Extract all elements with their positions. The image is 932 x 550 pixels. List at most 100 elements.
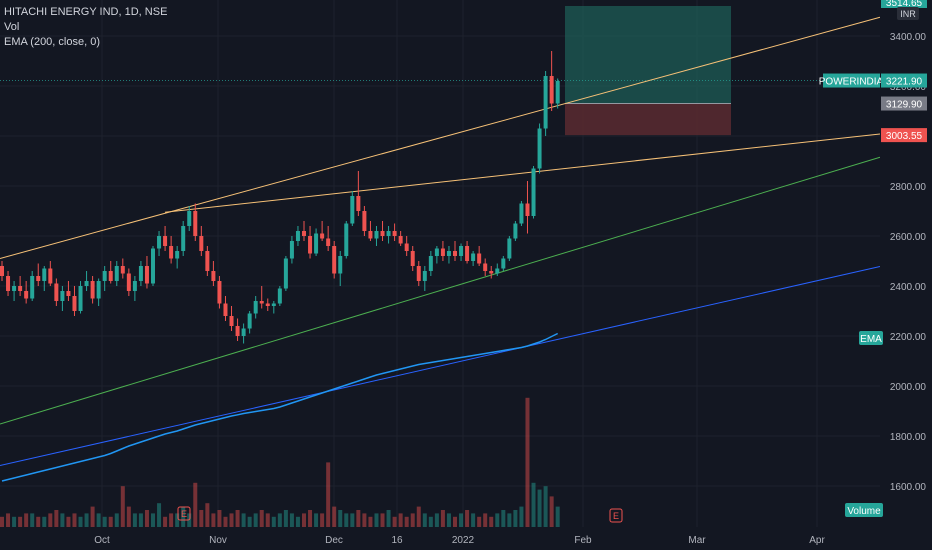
- candle[interactable]: [157, 231, 162, 256]
- candle[interactable]: [501, 256, 506, 271]
- candle[interactable]: [525, 181, 530, 234]
- candle[interactable]: [114, 261, 119, 286]
- candle[interactable]: [223, 296, 228, 321]
- time-axis[interactable]: [0, 528, 932, 550]
- candle[interactable]: [434, 246, 439, 264]
- candle[interactable]: [362, 206, 367, 236]
- candle[interactable]: [66, 281, 71, 301]
- candle[interactable]: [459, 243, 464, 262]
- candle[interactable]: [132, 276, 137, 301]
- entry-price-tag[interactable]: [881, 96, 927, 111]
- earnings-marker[interactable]: E: [609, 508, 623, 523]
- candle[interactable]: [543, 71, 548, 136]
- candle[interactable]: [326, 226, 331, 251]
- volume-badge[interactable]: [845, 503, 883, 517]
- candle[interactable]: [338, 251, 343, 286]
- ema-line[interactable]: [1, 332, 559, 482]
- candle[interactable]: [102, 266, 107, 291]
- candle[interactable]: [320, 221, 325, 241]
- symbol-title[interactable]: HITACHI ENERGY IND, 1D, NSE: [4, 6, 168, 18]
- candle[interactable]: [549, 51, 554, 111]
- candle[interactable]: [199, 226, 204, 256]
- candle[interactable]: [416, 261, 421, 286]
- candle[interactable]: [392, 223, 397, 242]
- candle[interactable]: [374, 226, 379, 246]
- candle[interactable]: [235, 318, 240, 342]
- candle[interactable]: [78, 281, 83, 314]
- candle[interactable]: [356, 171, 361, 216]
- ema-label[interactable]: EMA (200, close, 0): [4, 36, 100, 48]
- candle[interactable]: [36, 263, 41, 287]
- candle[interactable]: [259, 286, 264, 309]
- price-axis[interactable]: [880, 0, 932, 528]
- candle[interactable]: [187, 206, 192, 231]
- candle[interactable]: [295, 226, 300, 246]
- candle[interactable]: [422, 266, 427, 291]
- candle[interactable]: [465, 241, 470, 264]
- candle[interactable]: [537, 123, 542, 174]
- candle[interactable]: [163, 226, 168, 251]
- middle-trendline[interactable]: [164, 133, 881, 213]
- long-trendline[interactable]: [0, 266, 881, 466]
- candle[interactable]: [386, 226, 391, 244]
- candle[interactable]: [271, 301, 276, 314]
- last-price-tag[interactable]: [881, 73, 927, 88]
- candle[interactable]: [48, 261, 53, 286]
- candle[interactable]: [440, 241, 445, 261]
- candle[interactable]: [332, 241, 337, 279]
- candle[interactable]: [344, 221, 349, 259]
- candle[interactable]: [120, 258, 125, 279]
- candle[interactable]: [144, 256, 149, 289]
- candle[interactable]: [283, 256, 288, 291]
- candle[interactable]: [229, 306, 234, 331]
- candle[interactable]: [60, 286, 65, 311]
- candle[interactable]: [302, 221, 306, 241]
- candle[interactable]: [428, 251, 433, 276]
- candle[interactable]: [24, 281, 29, 304]
- candle[interactable]: [175, 246, 180, 269]
- candle[interactable]: [181, 221, 186, 256]
- candle[interactable]: [247, 311, 252, 334]
- candle[interactable]: [519, 201, 524, 226]
- candle[interactable]: [410, 246, 415, 271]
- candle[interactable]: [489, 266, 494, 279]
- candle[interactable]: [30, 271, 35, 301]
- candle[interactable]: [169, 236, 174, 264]
- stop-loss-zone[interactable]: [565, 103, 731, 136]
- candle[interactable]: [0, 261, 4, 281]
- candle[interactable]: [138, 261, 143, 286]
- upper-trendline[interactable]: [0, 16, 881, 259]
- candle[interactable]: [308, 226, 313, 259]
- candle[interactable]: [513, 221, 518, 241]
- candle[interactable]: [483, 258, 488, 277]
- candle[interactable]: [380, 221, 385, 241]
- candle[interactable]: [265, 298, 270, 312]
- symbol-tag[interactable]: [823, 73, 880, 88]
- candle[interactable]: [12, 281, 17, 301]
- candle[interactable]: [42, 266, 47, 291]
- earnings-marker[interactable]: E: [177, 506, 191, 521]
- candle[interactable]: [217, 276, 222, 309]
- candle[interactable]: [54, 278, 59, 307]
- candle[interactable]: [108, 261, 113, 284]
- candle[interactable]: [96, 278, 101, 307]
- candle[interactable]: [241, 323, 246, 344]
- candle[interactable]: [126, 268, 131, 297]
- candle[interactable]: [72, 286, 77, 316]
- candle[interactable]: [471, 251, 476, 266]
- candle[interactable]: [398, 231, 403, 246]
- candle[interactable]: [84, 271, 89, 291]
- candle[interactable]: [555, 78, 560, 109]
- support-trendline[interactable]: [0, 156, 881, 425]
- candle[interactable]: [205, 246, 210, 276]
- candle[interactable]: [531, 166, 536, 219]
- stop-price-tag[interactable]: [881, 128, 927, 143]
- candle[interactable]: [368, 221, 373, 241]
- candle[interactable]: [6, 271, 11, 296]
- candle[interactable]: [211, 261, 216, 286]
- candle[interactable]: [477, 246, 482, 266]
- candle[interactable]: [446, 246, 451, 264]
- ema-badge[interactable]: [859, 331, 883, 345]
- candle[interactable]: [277, 286, 282, 306]
